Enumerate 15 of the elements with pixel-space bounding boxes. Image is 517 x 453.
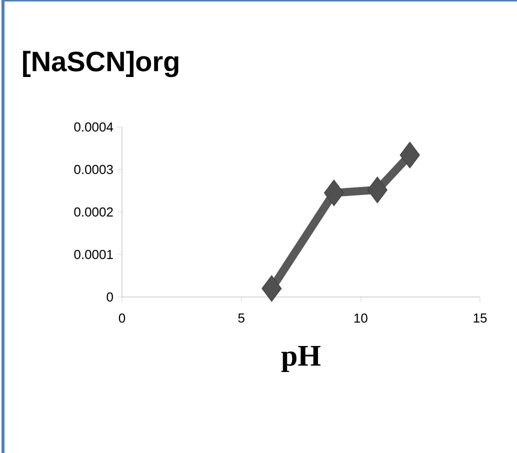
x-tick-label: 15 xyxy=(474,314,487,323)
y-tick-label: 0.0001 xyxy=(74,250,113,260)
x-tick-label: 5 xyxy=(238,314,244,323)
x-axis-title: pH xyxy=(281,346,321,372)
point xyxy=(400,142,420,168)
y-tick-label: 0.0002 xyxy=(74,207,113,217)
y-tick-label: 0.0003 xyxy=(74,164,113,174)
y-tick-label: 0.0004 xyxy=(74,122,114,132)
point xyxy=(367,176,388,204)
chart-title: [NaSCN]org xyxy=(23,50,178,78)
x-tick-label: 0 xyxy=(118,314,126,323)
point xyxy=(262,275,282,302)
x-tick-label: 10 xyxy=(354,314,368,323)
y-tick-label: 0 xyxy=(106,292,113,302)
point xyxy=(324,180,344,206)
